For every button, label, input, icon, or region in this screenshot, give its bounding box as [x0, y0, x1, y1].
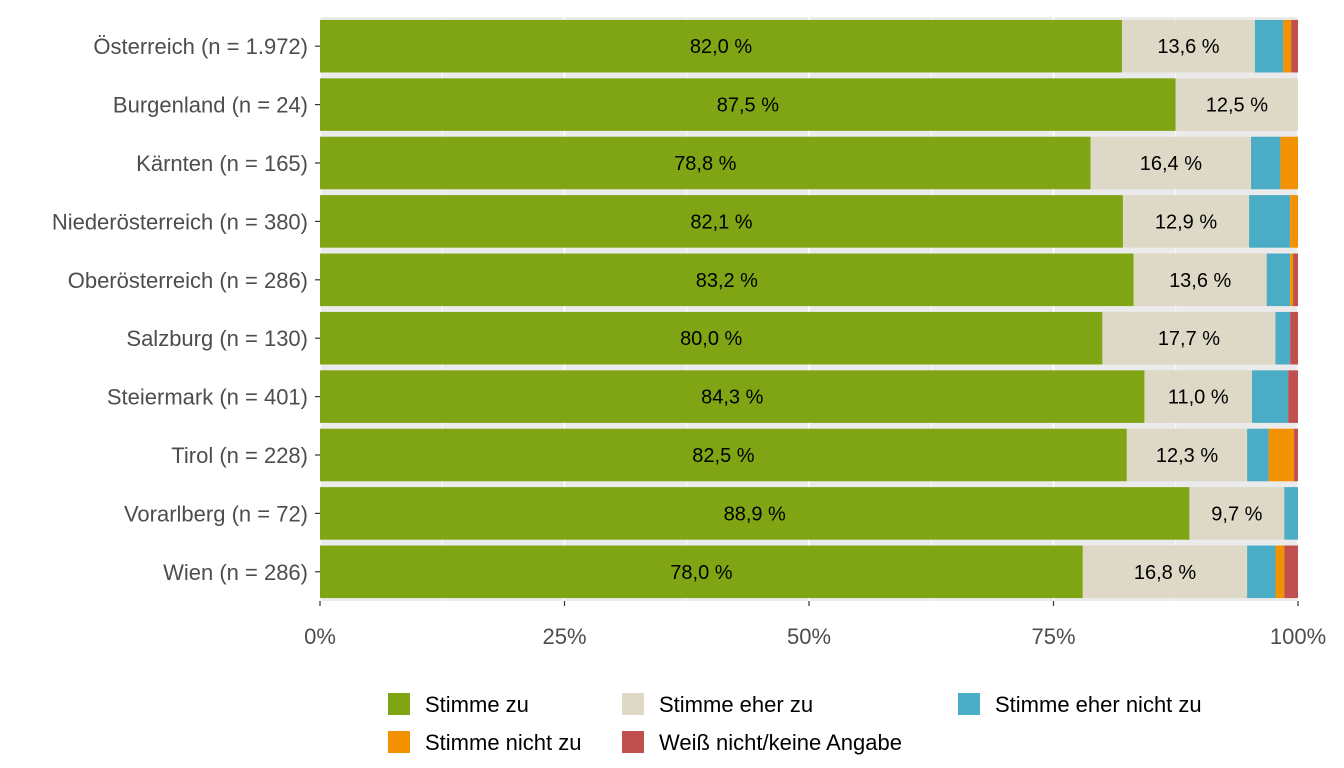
bar-segment	[1251, 136, 1281, 190]
bar-segment	[320, 370, 1145, 423]
bar-segment	[1249, 195, 1291, 248]
bar-segment	[1290, 195, 1298, 248]
bar-segment	[1082, 545, 1248, 599]
x-tick-label: 75%	[1031, 624, 1075, 649]
bar-segment	[1121, 19, 1255, 73]
legend-swatch	[622, 693, 644, 715]
bar-segment	[1133, 253, 1267, 307]
bar-segment	[320, 487, 1190, 540]
bar-segment	[1090, 136, 1252, 190]
y-tick-label: Niederösterreich (n = 380)	[52, 209, 308, 234]
data-label: 13,6 %	[1157, 36, 1219, 58]
data-label: 16,8 %	[1134, 562, 1196, 584]
bar-segment	[1189, 487, 1285, 540]
data-label: 78,8 %	[674, 153, 736, 175]
data-label: 11,0 %	[1168, 387, 1229, 409]
x-tick-label: 0%	[304, 624, 336, 649]
bar-segment	[1283, 19, 1292, 73]
x-tick-label: 100%	[1270, 624, 1326, 649]
legend-label: Weiß nicht/keine Angabe	[659, 730, 902, 755]
data-label: 78,0 %	[670, 562, 732, 584]
bar-segment	[1126, 428, 1248, 482]
data-label: 82,5 %	[692, 445, 754, 467]
y-tick-label: Salzburg (n = 130)	[126, 326, 308, 351]
y-tick-label: Oberösterreich (n = 286)	[68, 268, 308, 293]
bar-segment	[1291, 19, 1298, 73]
bar-segment	[320, 136, 1091, 190]
bar-segment	[1280, 136, 1298, 190]
legend: Stimme zu Stimme eher zu Stimme eher nicht…	[388, 692, 1202, 755]
bar-segment	[1290, 253, 1294, 307]
legend-swatch	[958, 693, 980, 715]
legend-label: Stimme nicht zu	[425, 730, 582, 755]
legend-label: Stimme zu	[425, 692, 529, 717]
bar-segment	[320, 253, 1134, 307]
data-label: 83,2 %	[696, 270, 758, 292]
bar-segment	[1284, 487, 1298, 540]
bar-segment	[1284, 545, 1298, 599]
bar-segment	[1122, 195, 1250, 248]
data-label: 9,7 %	[1211, 503, 1262, 525]
bar-segment	[1144, 370, 1253, 423]
data-label: 12,3 %	[1156, 445, 1218, 467]
bar-segment	[1275, 545, 1285, 599]
y-tick-label: Vorarlberg (n = 72)	[124, 501, 308, 526]
x-axis: 0% 25% 50% 75% 100%	[304, 601, 1326, 649]
bar-segment	[1102, 311, 1276, 365]
legend-label: Stimme eher nicht zu	[995, 692, 1202, 717]
bar-segment	[320, 19, 1122, 73]
x-tick-label: 50%	[787, 624, 831, 649]
bar-segment	[1288, 370, 1298, 423]
bar-segment	[1293, 253, 1298, 307]
data-label: 82,0 %	[690, 36, 752, 58]
bar-segment	[1247, 428, 1269, 482]
bar-segment	[1175, 78, 1298, 131]
bar-segment	[1252, 370, 1289, 423]
y-tick-label: Tirol (n = 228)	[171, 443, 308, 468]
data-label: 82,1 %	[690, 211, 752, 233]
y-tick-label: Burgenland (n = 24)	[113, 93, 308, 118]
bar-segment	[320, 428, 1127, 482]
y-axis: Österreich (n = 1.972) Burgenland (n = 24…	[52, 34, 320, 585]
data-label: 84,3 %	[701, 387, 763, 409]
bar-segment	[1290, 311, 1298, 365]
bar-segment	[320, 311, 1103, 365]
y-tick-label: Österreich (n = 1.972)	[93, 34, 308, 59]
bar-segment	[1247, 545, 1276, 599]
bar-segment	[1268, 428, 1295, 482]
bar-segment	[320, 195, 1123, 248]
bar-segment	[1266, 253, 1291, 307]
y-tick-label: Steiermark (n = 401)	[107, 385, 308, 410]
bar-segment	[1275, 311, 1291, 365]
data-label: 80,0 %	[680, 328, 742, 350]
data-label: 17,7 %	[1158, 328, 1220, 350]
data-label: 12,5 %	[1206, 95, 1268, 117]
data-label: 13,6 %	[1169, 270, 1231, 292]
legend-swatch	[388, 731, 410, 753]
bars	[320, 19, 1298, 599]
data-labels: 82,0 % 13,6 % 87,5 % 12,5 % 78,8 % 16,4 % 82,1…	[670, 36, 1268, 584]
y-tick-label: Wien (n = 286)	[163, 560, 308, 585]
y-tick-label: Kärnten (n = 165)	[136, 151, 308, 176]
data-label: 16,4 %	[1140, 153, 1202, 175]
bar-segment	[320, 545, 1083, 599]
bar-segment	[1294, 428, 1298, 482]
bar-segment	[1254, 19, 1284, 73]
data-label: 88,9 %	[724, 503, 786, 525]
legend-swatch	[388, 693, 410, 715]
bar-segment	[320, 78, 1176, 131]
x-tick-label: 25%	[542, 624, 586, 649]
legend-swatch	[622, 731, 644, 753]
data-label: 12,9 %	[1155, 211, 1217, 233]
legend-label: Stimme eher zu	[659, 692, 813, 717]
data-label: 87,5 %	[717, 95, 779, 117]
